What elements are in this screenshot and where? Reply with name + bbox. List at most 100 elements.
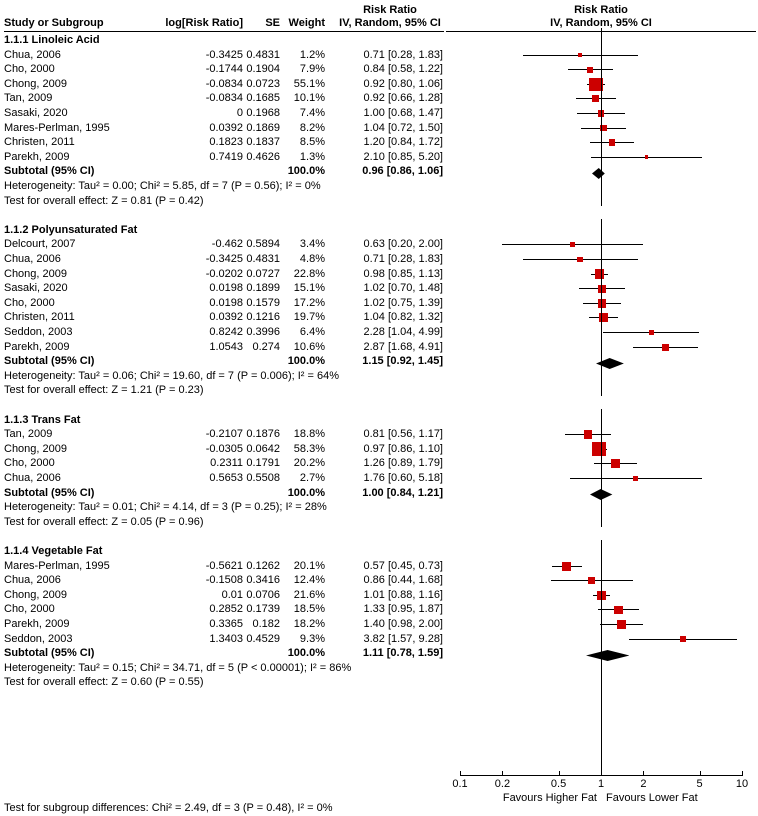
- cell-effect-ci: 1.02 [0.70, 1.48]: [363, 282, 443, 295]
- null-effect-line-header: [601, 28, 602, 38]
- x-axis-tick-label: 1: [597, 778, 605, 790]
- cell-weight: 19.7%: [293, 311, 325, 324]
- cell-effect-ci: 0.98 [0.85, 1.13]: [363, 267, 443, 280]
- study-name: Parekh, 2009: [4, 340, 70, 353]
- study-name: Delcourt, 2007: [4, 238, 76, 251]
- axis-caption-right: Favours Lower Fat: [606, 792, 698, 804]
- cell-log-rr: 1.0543: [209, 340, 243, 353]
- study-name: Chong, 2009: [4, 442, 67, 455]
- column-header-effect-line1: Risk Ratio: [363, 4, 417, 16]
- subtotal-label: Subtotal (95% CI): [4, 647, 95, 660]
- study-marker: [598, 313, 608, 323]
- study-name: Cho, 2000: [4, 296, 55, 309]
- study-marker: [587, 66, 594, 73]
- cell-weight: 7.9%: [299, 63, 325, 76]
- cell-se: 0.0727: [246, 267, 280, 280]
- null-effect-line: [601, 29, 602, 207]
- cell-effect-ci: 1.02 [0.75, 1.39]: [363, 296, 443, 309]
- heterogeneity-text: Heterogeneity: Tau² = 0.15; Chi² = 34.71…: [4, 661, 352, 674]
- cell-se: 0.3416: [246, 574, 280, 587]
- cell-effect-ci: 1.26 [0.89, 1.79]: [363, 457, 443, 470]
- cell-weight: 10.6%: [293, 340, 325, 353]
- cell-weight: 18.2%: [293, 618, 325, 630]
- plot-header-line1: Risk Ratio: [574, 4, 628, 16]
- cell-weight: 18.5%: [293, 603, 325, 616]
- subtotal-weight: 100.0%: [287, 355, 325, 368]
- subgroup-heading-1.1.3: 1.1.3 Trans Fat: [4, 413, 81, 426]
- cell-se: 0.1869: [246, 121, 280, 134]
- study-name: Mares-Perlman, 1995: [4, 121, 110, 134]
- subtotal-effect-ci: 1.00 [0.84, 1.21]: [362, 486, 443, 499]
- cell-se: 0.1579: [246, 296, 280, 309]
- x-axis-tick-label: 0.2: [494, 778, 511, 790]
- study-marker: [562, 561, 572, 571]
- study-name: Chong, 2009: [4, 588, 67, 601]
- study-marker: [679, 635, 687, 643]
- study-marker: [592, 95, 600, 103]
- subtotal-label: Subtotal (95% CI): [4, 486, 95, 499]
- cell-weight: 6.4%: [299, 326, 325, 338]
- cell-weight: 20.1%: [293, 559, 325, 572]
- cell-se: 0.1837: [246, 136, 280, 149]
- cell-log-rr: -0.1744: [205, 63, 243, 76]
- cell-effect-ci: 0.97 [0.86, 1.10]: [363, 442, 443, 455]
- cell-se: 0.0723: [246, 77, 280, 90]
- cell-weight: 22.8%: [293, 267, 325, 280]
- cell-log-rr: 0.7419: [209, 150, 243, 163]
- cell-effect-ci: 1.04 [0.82, 1.32]: [363, 311, 443, 324]
- cell-log-rr: 0.5653: [209, 472, 243, 484]
- cell-effect-ci: 1.40 [0.98, 2.00]: [363, 618, 443, 630]
- heterogeneity-text: Heterogeneity: Tau² = 0.00; Chi² = 5.85,…: [4, 180, 321, 192]
- cell-se: 0.5508: [246, 472, 280, 484]
- study-marker: [608, 139, 616, 146]
- study-name: Sasaki, 2020: [4, 107, 68, 119]
- x-axis-tick: [558, 771, 560, 776]
- study-marker: [614, 605, 623, 615]
- cell-log-rr: 0.1823: [209, 136, 243, 149]
- cell-log-rr: -0.3425: [205, 48, 243, 61]
- x-axis-tick: [643, 771, 645, 776]
- cell-se: 0.1968: [246, 107, 280, 119]
- cell-effect-ci: 0.84 [0.58, 1.22]: [363, 63, 443, 76]
- x-axis-tick: [502, 771, 504, 776]
- cell-se: 0.3996: [246, 326, 280, 338]
- cell-log-rr: -0.2107: [205, 428, 243, 441]
- cell-effect-ci: 0.86 [0.44, 1.68]: [363, 574, 443, 587]
- study-name: Christen, 2011: [4, 136, 75, 149]
- cell-log-rr: 0.01: [221, 588, 243, 601]
- cell-log-rr: -0.0202: [205, 267, 243, 280]
- subtotal-label: Subtotal (95% CI): [4, 165, 95, 178]
- study-marker: [617, 620, 626, 629]
- subgroup-differences-text: Test for subgroup differences: Chi² = 2.…: [4, 802, 333, 814]
- cell-log-rr: 0.3365: [209, 618, 243, 630]
- cell-log-rr: -0.1508: [205, 574, 243, 587]
- study-name: Chua, 2006: [4, 574, 61, 587]
- study-name: Parekh, 2009: [4, 150, 70, 163]
- cell-weight: 8.5%: [299, 136, 325, 149]
- subtotal-diamond: [585, 648, 630, 661]
- x-axis-tick-label: 5: [696, 778, 703, 790]
- study-name: Christen, 2011: [4, 311, 75, 324]
- heterogeneity-text: Heterogeneity: Tau² = 0.06; Chi² = 19.60…: [4, 369, 339, 382]
- overall-effect-text: Test for overall effect: Z = 0.05 (P = 0…: [4, 515, 204, 528]
- column-header-effect-line2: IV, Random, 95% CI: [339, 17, 441, 29]
- header-rule-left: [4, 31, 444, 32]
- study-name: Cho, 2000: [4, 457, 55, 470]
- cell-log-rr: -0.0305: [205, 442, 243, 455]
- subgroup-heading-1.1.4: 1.1.4 Vegetable Fat: [4, 545, 103, 557]
- study-name: Cho, 2000: [4, 603, 55, 616]
- study-name: Chua, 2006: [4, 253, 61, 265]
- cell-se: 0.182: [252, 618, 280, 630]
- study-name: Chong, 2009: [4, 267, 67, 280]
- study-name: Mares-Perlman, 1995: [4, 559, 110, 572]
- cell-effect-ci: 0.92 [0.66, 1.28]: [363, 92, 443, 105]
- cell-weight: 7.4%: [299, 107, 325, 119]
- cell-weight: 1.3%: [299, 150, 325, 163]
- cell-se: 0.0706: [246, 588, 280, 601]
- null-effect-line-axis: [601, 688, 602, 775]
- x-axis-tick-label: 0.5: [550, 778, 567, 790]
- cell-weight: 55.1%: [293, 77, 325, 90]
- x-axis-tick-label: 0.1: [452, 778, 468, 790]
- study-marker: [648, 329, 655, 336]
- subtotal-effect-ci: 1.15 [0.92, 1.45]: [362, 355, 443, 368]
